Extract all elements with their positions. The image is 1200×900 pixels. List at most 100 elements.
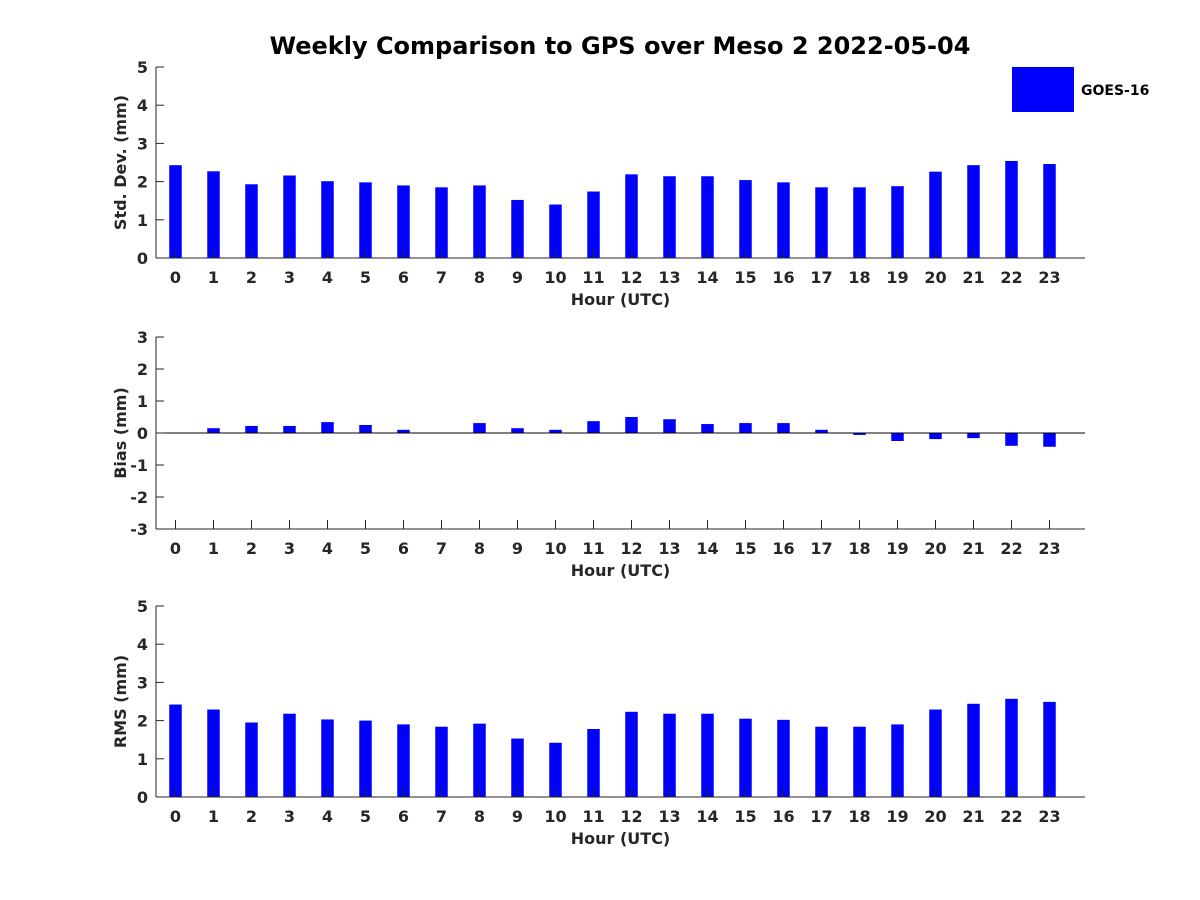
x-tick-label-std-dev-mm-17: 17 (810, 268, 832, 287)
y-tick-label-bias-mm-4: 1 (137, 392, 148, 411)
bar-rms-mm-13 (663, 713, 676, 797)
y-axis-label-std-dev-mm: Std. Dev. (mm) (111, 95, 130, 230)
x-tick-label-bias-mm-7: 7 (436, 539, 447, 558)
x-tick-label-bias-mm-13: 13 (658, 539, 680, 558)
x-tick-label-std-dev-mm-12: 12 (620, 268, 642, 287)
x-tick-label-std-dev-mm-0: 0 (170, 268, 181, 287)
bar-std-dev-mm-23 (1043, 164, 1056, 258)
x-tick-label-rms-mm-16: 16 (772, 807, 794, 826)
bar-rms-mm-2 (245, 722, 258, 797)
x-tick-label-std-dev-mm-2: 2 (246, 268, 257, 287)
y-tick-label-std-dev-mm-5: 5 (137, 58, 148, 77)
bar-bias-mm-3 (283, 425, 296, 433)
x-tick-label-std-dev-mm-13: 13 (658, 268, 680, 287)
bar-std-dev-mm-11 (587, 191, 600, 258)
x-tick-label-rms-mm-20: 20 (924, 807, 946, 826)
x-tick-label-bias-mm-2: 2 (246, 539, 257, 558)
bar-rms-mm-20 (929, 709, 942, 797)
bar-rms-mm-4 (321, 719, 334, 797)
bar-std-dev-mm-4 (321, 181, 334, 258)
x-tick-label-rms-mm-7: 7 (436, 807, 447, 826)
y-axis-label-rms-mm: RMS (mm) (111, 655, 130, 748)
x-tick-label-bias-mm-1: 1 (208, 539, 219, 558)
bar-std-dev-mm-21 (967, 165, 980, 258)
x-tick-label-std-dev-mm-1: 1 (208, 268, 219, 287)
x-tick-label-bias-mm-18: 18 (848, 539, 870, 558)
x-tick-label-std-dev-mm-10: 10 (544, 268, 566, 287)
bar-bias-mm-10 (549, 429, 562, 433)
bar-rms-mm-22 (1005, 698, 1018, 797)
bar-rms-mm-12 (625, 711, 638, 797)
bar-rms-mm-7 (435, 726, 448, 797)
y-tick-label-std-dev-mm-1: 1 (137, 211, 148, 230)
x-tick-label-rms-mm-21: 21 (962, 807, 984, 826)
x-tick-label-rms-mm-14: 14 (696, 807, 718, 826)
bar-rms-mm-17 (815, 726, 828, 797)
x-tick-label-rms-mm-11: 11 (582, 807, 604, 826)
bar-bias-mm-21 (967, 433, 980, 439)
x-axis-label-bias-mm: Hour (UTC) (571, 561, 671, 580)
x-tick-label-bias-mm-23: 23 (1038, 539, 1060, 558)
x-tick-label-bias-mm-15: 15 (734, 539, 756, 558)
bar-rms-mm-14 (701, 713, 714, 797)
legend-label-goes16: GOES-16 (1081, 83, 1149, 99)
x-tick-label-std-dev-mm-22: 22 (1000, 268, 1022, 287)
x-tick-label-std-dev-mm-19: 19 (886, 268, 908, 287)
bar-rms-mm-16 (777, 719, 790, 797)
y-tick-label-rms-mm-3: 3 (137, 673, 148, 692)
x-tick-label-bias-mm-3: 3 (284, 539, 295, 558)
x-tick-label-rms-mm-0: 0 (170, 807, 181, 826)
bar-bias-mm-13 (663, 419, 676, 433)
bar-bias-mm-1 (207, 428, 220, 433)
bar-std-dev-mm-1 (207, 171, 220, 258)
bar-bias-mm-11 (587, 421, 600, 433)
y-tick-label-bias-mm-0: -3 (130, 520, 148, 539)
x-tick-label-rms-mm-6: 6 (398, 807, 409, 826)
bar-rms-mm-3 (283, 713, 296, 797)
bar-rms-mm-5 (359, 720, 372, 797)
bar-std-dev-mm-10 (549, 204, 562, 258)
y-tick-label-bias-mm-5: 2 (137, 360, 148, 379)
chart-title: Weekly Comparison to GPS over Meso 2 202… (270, 32, 971, 60)
x-tick-label-bias-mm-14: 14 (696, 539, 718, 558)
x-tick-label-std-dev-mm-18: 18 (848, 268, 870, 287)
x-tick-label-rms-mm-18: 18 (848, 807, 870, 826)
bar-bias-mm-15 (739, 423, 752, 433)
x-tick-label-std-dev-mm-6: 6 (398, 268, 409, 287)
x-tick-label-bias-mm-6: 6 (398, 539, 409, 558)
x-tick-label-rms-mm-10: 10 (544, 807, 566, 826)
x-tick-label-bias-mm-17: 17 (810, 539, 832, 558)
bar-bias-mm-18 (853, 433, 866, 435)
x-tick-label-bias-mm-21: 21 (962, 539, 984, 558)
x-tick-label-std-dev-mm-8: 8 (474, 268, 485, 287)
bar-std-dev-mm-16 (777, 182, 790, 258)
bar-std-dev-mm-7 (435, 187, 448, 258)
bar-std-dev-mm-19 (891, 186, 904, 258)
bar-bias-mm-12 (625, 417, 638, 433)
x-tick-label-std-dev-mm-7: 7 (436, 268, 447, 287)
y-tick-label-rms-mm-5: 5 (137, 597, 148, 616)
x-tick-label-bias-mm-8: 8 (474, 539, 485, 558)
x-tick-label-rms-mm-4: 4 (322, 807, 333, 826)
y-tick-label-rms-mm-0: 0 (137, 788, 148, 807)
bar-rms-mm-19 (891, 724, 904, 797)
x-tick-label-bias-mm-9: 9 (512, 539, 523, 558)
bar-std-dev-mm-14 (701, 176, 714, 258)
y-tick-label-bias-mm-3: 0 (137, 424, 148, 443)
bar-std-dev-mm-5 (359, 182, 372, 258)
bar-bias-mm-19 (891, 433, 904, 441)
x-tick-label-bias-mm-12: 12 (620, 539, 642, 558)
x-tick-label-rms-mm-19: 19 (886, 807, 908, 826)
x-tick-label-bias-mm-0: 0 (170, 539, 181, 558)
legend-swatch-goes16 (1012, 67, 1074, 112)
x-tick-label-std-dev-mm-20: 20 (924, 268, 946, 287)
bar-bias-mm-23 (1043, 433, 1056, 447)
x-tick-label-bias-mm-22: 22 (1000, 539, 1022, 558)
bar-rms-mm-23 (1043, 701, 1056, 797)
bar-std-dev-mm-20 (929, 171, 942, 258)
legend: GOES-16 (1012, 67, 1149, 112)
y-tick-label-bias-mm-6: 3 (137, 328, 148, 347)
x-tick-label-std-dev-mm-11: 11 (582, 268, 604, 287)
